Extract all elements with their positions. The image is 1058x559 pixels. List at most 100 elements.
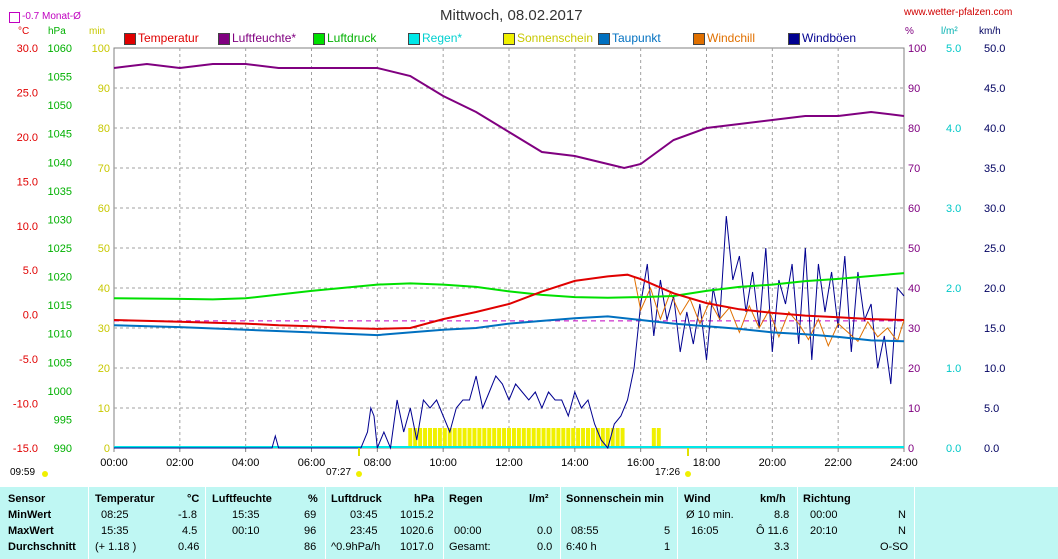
y-tick-pressure: 1045 [48,129,72,141]
site-link[interactable]: www.wetter-pfalzen.com [904,7,1013,18]
y-tick-temperature: 0.0 [23,310,38,322]
y-tick-pressure: 1050 [48,100,72,112]
unit-lm2: l/m² [941,26,958,37]
sunshine-bar [600,428,605,448]
y-tick-temperature: 25.0 [17,87,38,99]
hum-value: 96 [304,525,317,537]
rain-value: 0.0 [537,525,553,537]
y-tick-humidity: 20 [908,363,920,375]
y-tick-pressure: 1010 [48,329,72,341]
sunshine-bar [541,428,546,448]
y-tick-pressure: 1030 [48,214,72,226]
sunshine-bar [477,428,482,448]
y-tick-pressure: 990 [54,443,72,455]
sun-time: 08:55 [571,525,599,537]
rain-total-label: Gesamt: [449,541,491,553]
hum-time: 15:35 [232,509,260,521]
y-tick-humidity: 60 [908,203,920,215]
y-tick-wind: 35.0 [984,163,1005,175]
y-tick-rain: 1.0 [946,363,961,375]
sunshine-bar [418,428,423,448]
wind-time: 16:05 [691,525,719,537]
wind-value: 8.8 [774,509,790,521]
y-tick-humidity: 40 [908,283,920,295]
unit-hpa: hPa [48,26,66,37]
sunshine-bar [610,428,615,448]
y-tick-wind: 45.0 [984,83,1005,95]
table-divider [560,487,561,559]
y-tick-rain: 0.0 [946,443,961,455]
y-tick-temperature: 30.0 [17,43,38,55]
press-trend: ^0.9hPa/h [331,541,381,553]
y-tick-wind: 30.0 [984,203,1005,215]
press-time: 03:45 [350,509,378,521]
weather-chart: 30.0 25.0 20.0 15.0 10.0 5.0 0.0 -5.0 -10.0 -15.0… [13,43,1005,477]
y-tick-sunshine: 0 [104,443,110,455]
y-tick-temperature: 20.0 [17,132,38,144]
press-value: 1020.6 [400,525,434,537]
legend-swatch [408,33,420,45]
unit-celsius: °C [18,26,30,37]
rain-value: 0.0 [537,541,553,553]
row-label: MaxWert [8,525,54,537]
month-avg-marker-icon [9,12,20,23]
y-tick-humidity: 10 [908,403,920,415]
sunshine-bar [551,428,556,448]
y-tick-wind: 20.0 [984,283,1005,295]
legend-swatch [313,33,325,45]
x-tick-label: 18:00 [693,457,721,469]
sunshine-bar [432,428,437,448]
table-divider [88,487,89,559]
y-tick-temperature: 15.0 [17,176,38,188]
press-time: 23:45 [350,525,378,537]
y-tick-sunshine: 20 [98,363,110,375]
y-tick-humidity: 100 [908,43,926,55]
wind-time: Ø 10 min. [686,509,734,521]
table-divider [797,487,798,559]
sunshine-bar [615,428,620,448]
dir-value: N [898,509,906,521]
x-tick-label: 10:00 [429,457,457,469]
sunshine-bar [452,428,457,448]
stats-table [0,487,1058,559]
table-divider [914,487,915,559]
y-tick-pressure: 1055 [48,72,72,84]
month-avg-label: -0.7 Monat-Ø [22,11,81,22]
sunshine-bar [556,428,561,448]
unit-kmh: km/h [979,26,1001,37]
sunshine-bar [462,428,467,448]
th-temperatur-unit: °C [187,493,200,505]
y-tick-wind: 10.0 [984,363,1005,375]
sunshine-bar [586,428,590,448]
y-tick-pressure: 1015 [48,300,72,312]
sunshine-bar [581,428,586,448]
y-tick-humidity: 30 [908,323,920,335]
press-value: 1017.0 [400,541,434,553]
y-tick-sunshine: 40 [98,283,110,295]
y-tick-wind: 40.0 [984,123,1005,135]
sunshine-bar [656,428,661,448]
y-tick-sunshine: 30 [98,323,110,335]
row-label: MinWert [8,509,52,521]
th-wind-unit: km/h [760,493,786,505]
x-tick-label: 22:00 [824,457,852,469]
y-tick-humidity: 80 [908,123,920,135]
sunshine-bar [526,428,531,448]
th-regen-unit: l/m² [529,493,549,505]
temp-time: 15:35 [101,525,129,537]
sunshine-bar [457,428,462,448]
sunshine-bar [536,428,541,448]
sunshine-bar [502,428,507,448]
sunshine-bar [595,428,600,448]
hum-value: 69 [304,509,317,521]
sunshine-bar [561,428,566,448]
y-tick-temperature: 10.0 [17,221,38,233]
th-wind: Wind [684,493,711,505]
rain-time: 00:00 [454,525,482,537]
sunshine-bar [511,428,516,448]
y-tick-rain: 4.0 [946,123,961,135]
y-tick-humidity: 70 [908,163,920,175]
unit-percent: % [905,26,914,37]
wind-value: 3.3 [774,541,790,553]
th-luftdruck: Luftdruck [331,493,382,505]
